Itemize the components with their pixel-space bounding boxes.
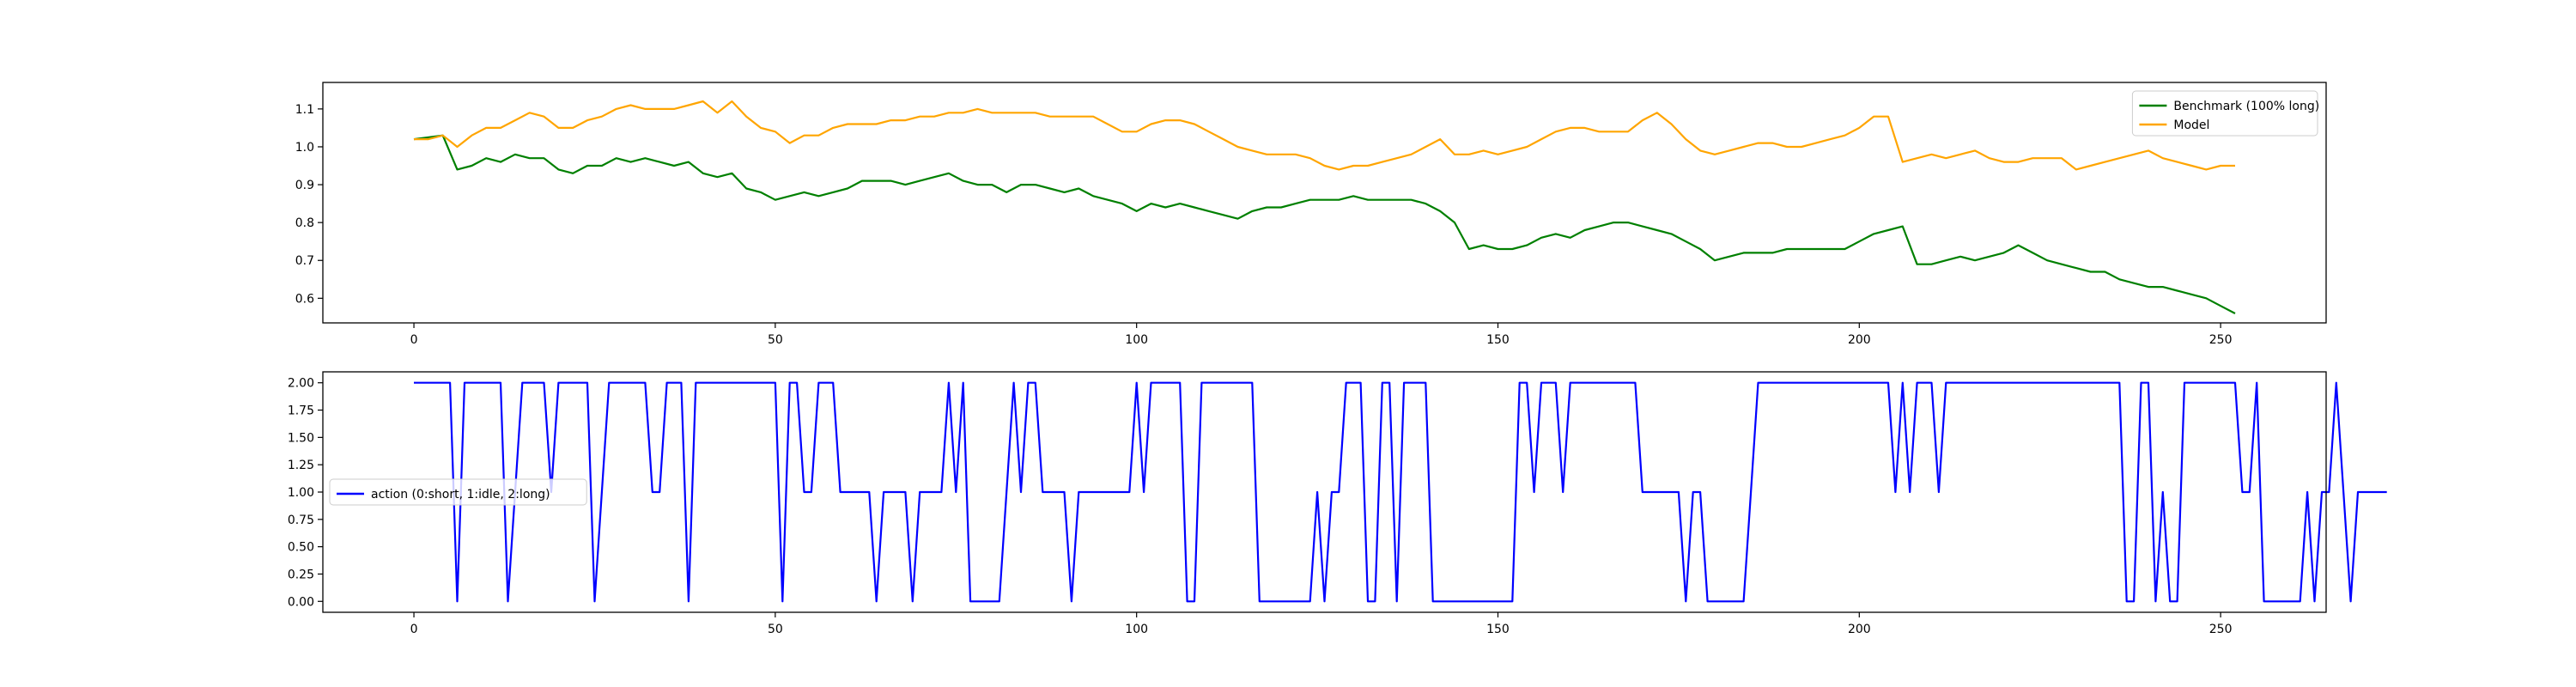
y-tick-label: 0.9 xyxy=(295,179,314,192)
y-tick-label: 1.1 xyxy=(295,103,314,117)
top-axes: 0 50 100 150 200 250 0.6 0.7 0.8 0.9 1.0 1.1 Benchma… xyxy=(295,82,2327,347)
y-tick-label: 1.00 xyxy=(288,486,314,500)
legend-label: action (0:short, 1:idle, 2:long) xyxy=(371,488,550,502)
x-tick-label: 150 xyxy=(1486,623,1510,636)
y-tick-label: 0.50 xyxy=(288,541,314,555)
x-tick-label: 100 xyxy=(1125,623,1148,636)
y-tick-label: 1.0 xyxy=(295,141,314,155)
legend: action (0:short, 1:idle, 2:long) xyxy=(329,478,587,506)
legend-box xyxy=(329,478,587,506)
y-tick-label: 0.25 xyxy=(288,568,314,581)
y-tick-label: 0.00 xyxy=(288,595,314,609)
legend-label: Benchmark (100% long) xyxy=(2173,100,2319,113)
series-line-1-0 xyxy=(414,381,2387,603)
y-tick-label: 1.75 xyxy=(288,404,314,418)
axes-frame xyxy=(322,82,2327,324)
x-tick-label: 200 xyxy=(1848,623,1871,636)
y-tick-label: 0.7 xyxy=(295,254,314,268)
bottom-axes: 0 50 100 150 200 250 0.00 0.25 0.50 0.75 1.00 1.25 1… xyxy=(288,371,2387,636)
x-tick-label: 50 xyxy=(768,623,783,636)
y-tick-label: 0.6 xyxy=(295,292,314,306)
x-tick-label: 250 xyxy=(2209,333,2233,347)
legend-box xyxy=(2131,90,2318,137)
y-tick-label: 0.75 xyxy=(288,514,314,527)
x-tick-label: 250 xyxy=(2209,623,2233,636)
x-tick-label: 200 xyxy=(1848,333,1871,347)
y-tick-label: 0.8 xyxy=(295,216,314,230)
legend: Benchmark (100% long) Model xyxy=(2131,90,2319,137)
series-line-0-1 xyxy=(414,100,2235,171)
x-tick-label: 0 xyxy=(410,333,418,347)
x-tick-label: 150 xyxy=(1486,333,1510,347)
y-tick-label: 1.50 xyxy=(288,431,314,445)
x-tick-label: 0 xyxy=(410,623,418,636)
axes-frame xyxy=(322,371,2327,613)
legend-label: Model xyxy=(2173,119,2209,132)
x-tick-label: 50 xyxy=(768,333,783,347)
y-tick-label: 2.00 xyxy=(288,377,314,391)
series-line-0-0 xyxy=(413,134,2236,314)
x-tick-label: 100 xyxy=(1125,333,1148,347)
y-tick-label: 1.25 xyxy=(288,459,314,472)
